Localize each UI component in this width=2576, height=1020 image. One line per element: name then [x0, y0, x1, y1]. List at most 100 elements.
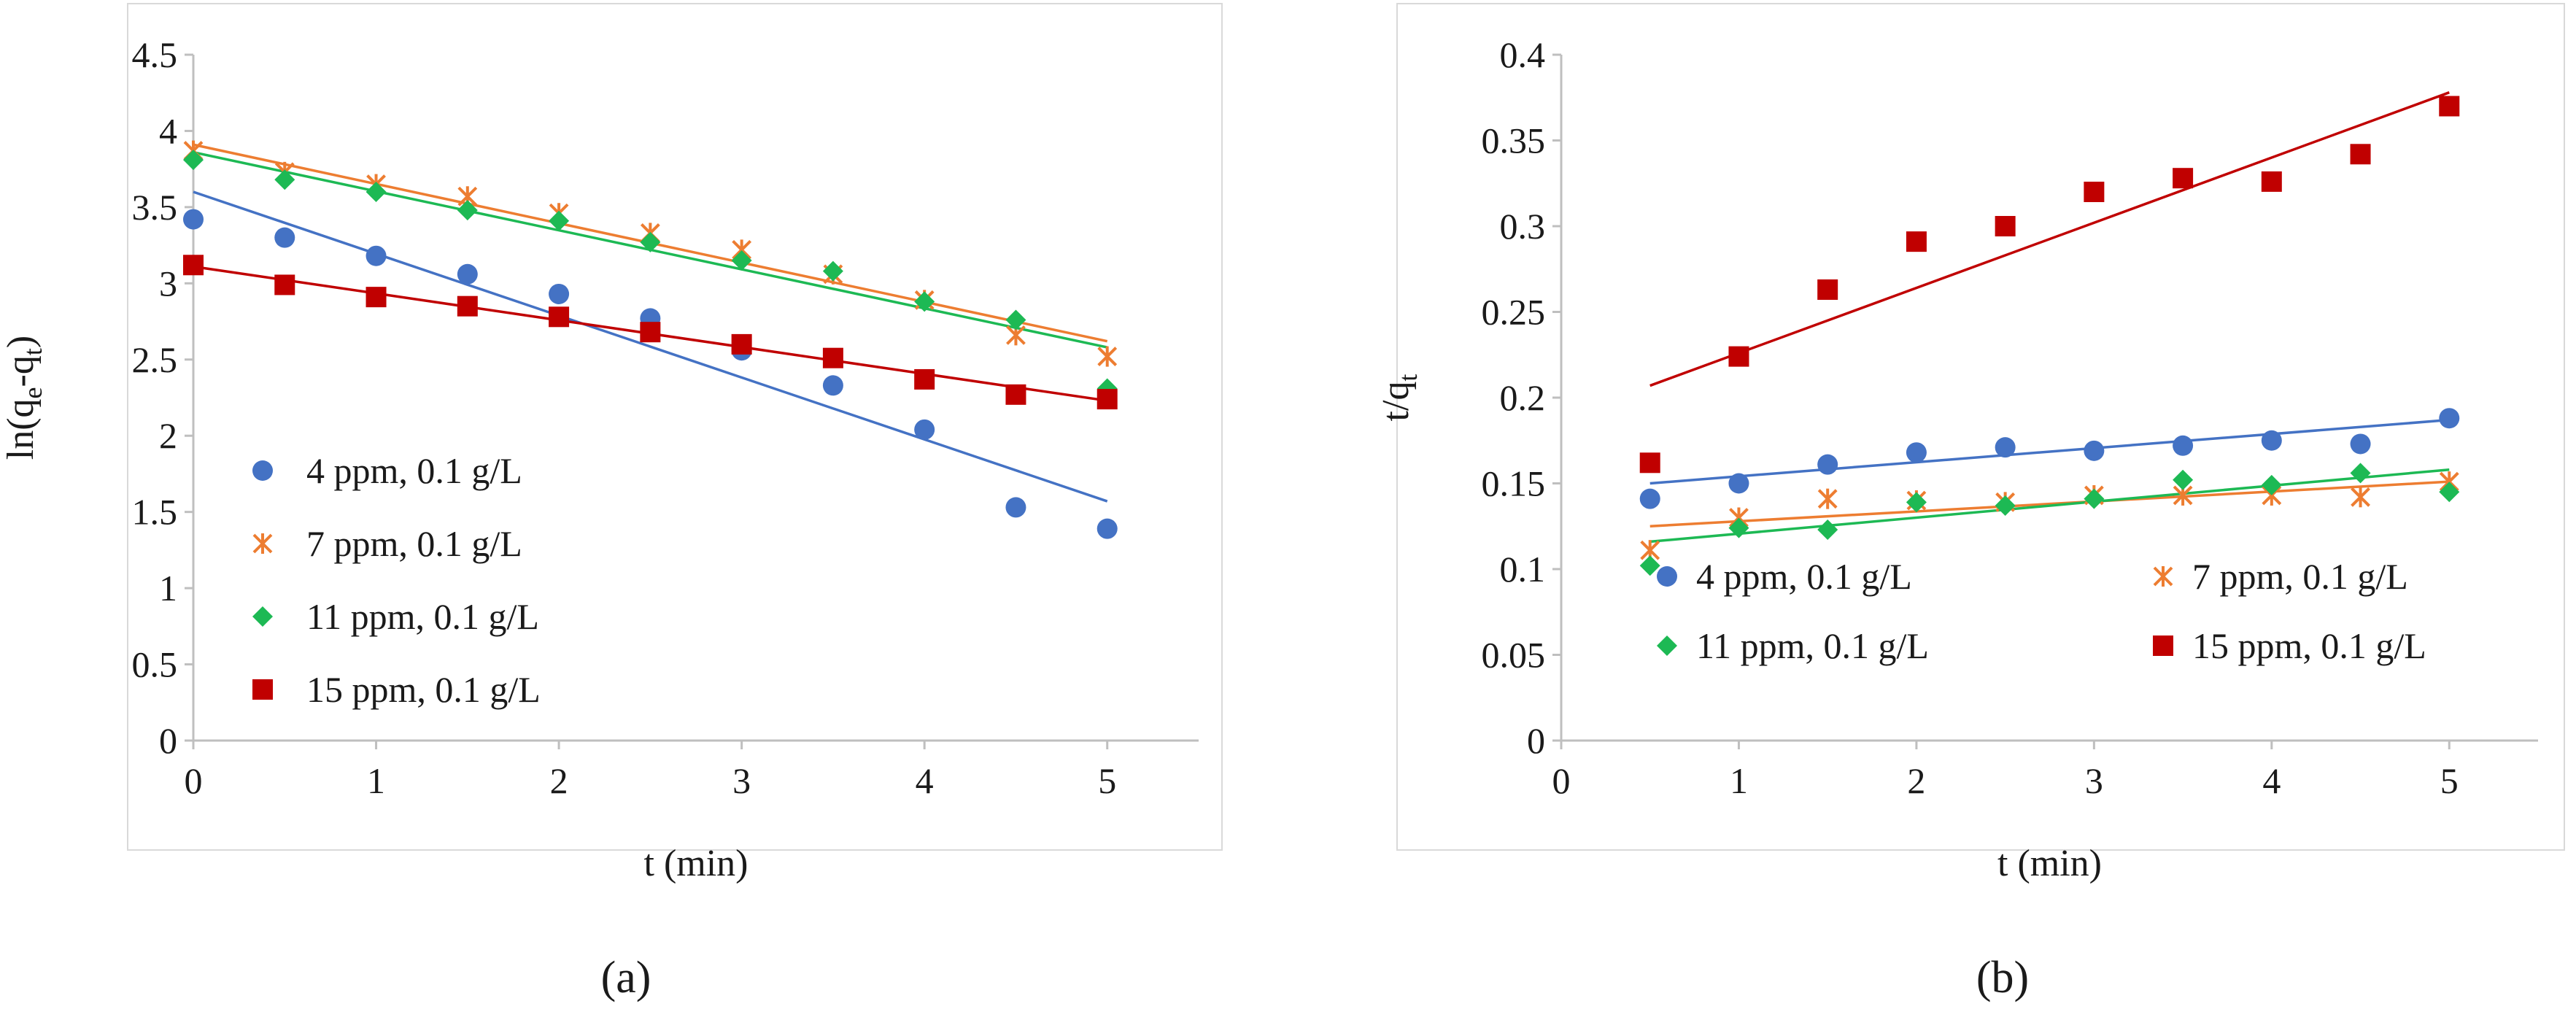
y-axis-title-part: -q — [0, 355, 42, 387]
y-tick-label: 0 — [159, 720, 177, 761]
x-tick-label: 4 — [2262, 760, 2281, 801]
data-point-series-4 — [2350, 144, 2371, 165]
data-point-series-3 — [2173, 469, 2194, 490]
data-point-series-1 — [914, 419, 935, 440]
data-point-series-4 — [1005, 384, 1026, 405]
data-point-series-3 — [549, 210, 570, 231]
panel-label: (a) — [601, 953, 651, 1002]
legend: 4 ppm, 0.1 g/L 7 ppm, 0.1 g/L 11 ppm, 0.1 … — [1657, 556, 2426, 666]
chart-frame — [127, 3, 1223, 851]
y-tick-label: 0.35 — [1482, 120, 1546, 161]
y-tick-label: 3 — [159, 263, 177, 304]
data-point-series-3 — [731, 250, 752, 271]
x-tick-label: 3 — [2085, 760, 2103, 801]
data-point-series-1 — [2084, 440, 2105, 461]
series-1-points — [183, 209, 1118, 539]
data-point-series-1 — [822, 375, 843, 396]
x-tick-label: 5 — [1098, 760, 1116, 801]
data-point-series-1 — [2439, 408, 2460, 429]
data-point-series-3 — [2439, 482, 2460, 503]
legend-marker — [1657, 566, 1677, 587]
legend-item: 15 ppm, 0.1 g/L — [2153, 625, 2426, 666]
legend-item: 7 ppm, 0.1 g/L — [2153, 556, 2408, 597]
data-point-series-4 — [640, 322, 661, 343]
x-tick-label: 5 — [2440, 760, 2459, 801]
data-point-series-2 — [1817, 488, 1838, 509]
data-point-series-3 — [2350, 463, 2371, 484]
y-tick-label: 0 — [1527, 720, 1545, 761]
data-point-series-1 — [365, 245, 387, 266]
data-point-series-1 — [2173, 435, 2194, 456]
x-axis-title: t (min) — [1997, 843, 2102, 884]
y-tick-label: 0.15 — [1482, 463, 1546, 504]
y-tick-label: 4 — [159, 110, 177, 151]
data-point-series-2 — [1097, 346, 1118, 367]
series-4-points — [1639, 96, 2460, 474]
data-point-series-3 — [2084, 488, 2105, 509]
legend-marker — [252, 679, 273, 700]
x-tick-label: 2 — [550, 760, 568, 801]
y-axis-title: ln(qe-qt) — [0, 336, 47, 460]
data-point-series-1 — [274, 227, 295, 248]
data-point-series-4 — [1728, 346, 1749, 367]
data-point-series-3 — [365, 182, 387, 202]
data-point-series-3 — [1639, 555, 1660, 576]
data-point-series-4 — [2439, 96, 2460, 117]
y-axis-title-subscript: t — [18, 348, 47, 355]
y-tick-label: 3.5 — [132, 187, 178, 228]
trendline-3 — [1649, 468, 2450, 544]
panel-label: (b) — [1976, 953, 2029, 1002]
data-point-series-1 — [1096, 518, 1118, 539]
legend-label: 4 ppm, 0.1 g/L — [1696, 556, 1912, 597]
data-point-series-3 — [1005, 309, 1026, 331]
legend-label: 11 ppm, 0.1 g/L — [306, 596, 539, 637]
data-point-series-1 — [2261, 430, 2282, 451]
data-point-series-4 — [274, 274, 295, 295]
trendline-4 — [1649, 91, 2450, 387]
y-tick-label: 2 — [159, 415, 177, 456]
series-4-points — [183, 255, 1118, 410]
legend-label: 7 ppm, 0.1 g/L — [306, 523, 522, 564]
y-tick-label: 0.2 — [1500, 377, 1546, 418]
data-point-series-3 — [640, 231, 661, 252]
legend-marker — [1657, 635, 1677, 656]
data-point-series-1 — [2350, 433, 2371, 455]
data-point-series-4 — [365, 287, 387, 308]
y-axis-title-part: ) — [0, 336, 42, 348]
data-point-series-1 — [1005, 497, 1026, 518]
x-tick-label: 4 — [916, 760, 934, 801]
x-tick-label: 0 — [185, 760, 203, 801]
data-point-series-2 — [2351, 487, 2370, 508]
y-axis-title-subscript: e — [18, 387, 47, 398]
data-point-series-4 — [1906, 231, 1927, 252]
y-tick-label: 0.05 — [1482, 635, 1546, 676]
data-point-series-4 — [1995, 216, 2016, 236]
data-point-series-1 — [549, 283, 570, 304]
x-tick-label: 2 — [1907, 760, 1925, 801]
legend-item: 4 ppm, 0.1 g/L — [252, 450, 522, 491]
data-point-series-1 — [1817, 454, 1838, 475]
legend-label: 7 ppm, 0.1 g/L — [2192, 556, 2408, 597]
y-tick-label: 4.5 — [132, 34, 178, 75]
y-tick-label: 0.4 — [1500, 34, 1546, 75]
data-point-series-3 — [183, 150, 204, 171]
panel-a: 0 0.5 1 1.5 2 2.5 3 3.5 4 4.5 0 1 2 3 4 5 t (min) ln(qe-q… — [0, 3, 1223, 1002]
data-point-series-3 — [822, 260, 843, 282]
y-tick-label: 1.5 — [132, 492, 178, 533]
data-point-series-4 — [914, 368, 935, 390]
y-axis-title-subscript: t — [1393, 374, 1423, 382]
data-point-series-4 — [2173, 168, 2194, 189]
y-tick-label: 2.5 — [132, 339, 178, 380]
x-axis-title: t (min) — [644, 843, 749, 884]
data-point-series-1 — [457, 263, 478, 285]
legend-item: 11 ppm, 0.1 g/L — [252, 596, 539, 637]
data-point-series-1 — [1728, 473, 1749, 494]
data-point-series-3 — [2261, 474, 2282, 495]
legend-item: 4 ppm, 0.1 g/L — [1657, 556, 1912, 597]
data-point-series-4 — [2261, 171, 2282, 192]
legend-marker — [252, 533, 273, 554]
y-tick-label: 1 — [159, 568, 177, 608]
data-point-series-4 — [1817, 279, 1838, 300]
data-point-series-4 — [1639, 452, 1660, 474]
